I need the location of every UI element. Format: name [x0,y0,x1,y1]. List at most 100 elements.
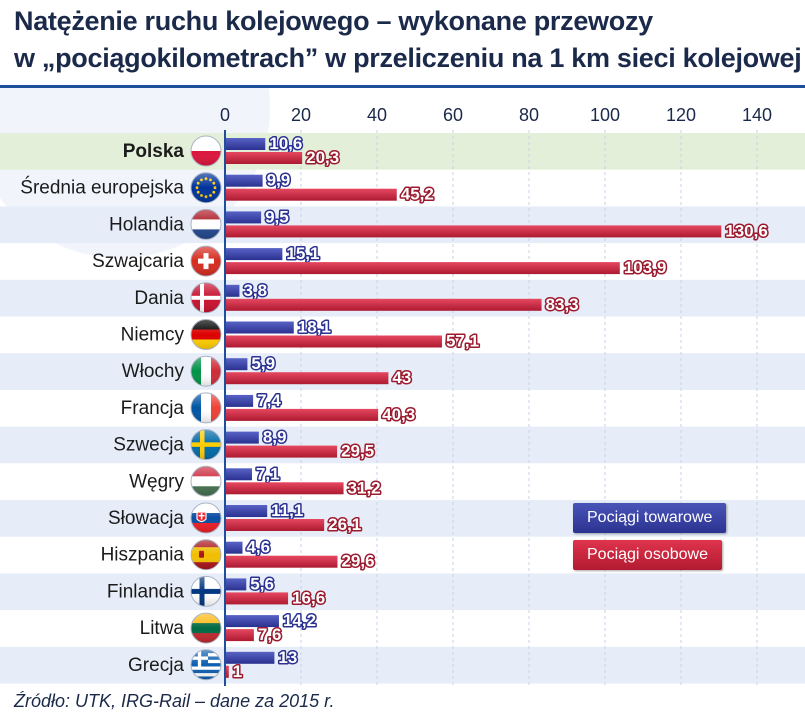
chart-title-line-2: w „pociągokilometrach” w przeliczeniu na… [14,43,802,73]
country-row: Węgry 7,1 31,2 [129,463,382,499]
passenger-bar [225,298,542,311]
passenger-bar [225,188,397,201]
flag-switzerland-icon [190,245,222,277]
country-row: Włochy 5,9 43 [122,353,413,389]
freight-bar [225,358,248,371]
freight-value-label: 9,9 [267,171,291,190]
country-label: Francja [121,398,185,419]
country-label: Szwajcaria [92,251,184,272]
country-label: Średnia europejska [20,177,184,199]
freight-value-label: 14,2 [283,611,316,630]
country-row: Średnia europejska 9,9 45,2 [20,169,435,205]
country-row: Polska 10,620,3 [123,133,341,169]
country-row: Francja 7,4 40,3 [121,389,417,425]
passenger-value-label: 16,6 [292,588,325,607]
freight-bar [225,174,263,187]
row-band [0,279,805,317]
flag-eu-icon [190,172,222,204]
passenger-value-label: 26,1 [328,515,361,534]
passenger-value-label: 45,2 [401,185,434,204]
country-row: Holandia 9,5 130,6 [109,206,769,242]
freight-bar [225,578,247,591]
country-label: Niemcy [121,325,185,346]
freight-bar [225,211,262,224]
row-band [0,133,805,170]
passenger-bar [225,445,338,458]
row-band [0,646,805,684]
passenger-bar [225,592,289,605]
passenger-bar [225,262,620,275]
flag-sweden-icon [190,429,222,461]
freight-value-label: 3,8 [243,281,267,300]
freight-bar [225,505,268,517]
legend-passenger: Pociągi osobowe [573,540,722,570]
country-row: Słowacja 11,1 26,1 [108,500,363,536]
freight-bar [225,394,254,407]
freight-value-label: 15,1 [286,244,319,263]
flag-lithuania-icon [190,612,222,644]
country-row: Dania 3,8 83,3 [134,279,580,315]
freight-value-label: 7,4 [257,391,281,410]
freight-bar [225,321,294,334]
country-row: Litwa 14,27,6 [140,610,318,646]
freight-value-label: 8,9 [263,428,287,447]
x-tick-label: 120 [666,105,696,125]
passenger-value-label: 29,6 [341,552,374,571]
freight-value-label: 4,6 [246,538,270,557]
passenger-bar [225,225,722,238]
x-tick-label: 40 [367,105,387,125]
passenger-value-label: 83,3 [546,295,579,314]
freight-value-label: 18,1 [298,318,331,337]
row-band [0,353,805,390]
flag-italy-icon [190,355,222,387]
x-tick-label: 140 [742,105,772,125]
passenger-bar [225,335,442,348]
country-row: Niemcy 18,1 57,1 [121,316,481,352]
flag-spain-icon [190,539,222,571]
source-note: Źródło: UTK, IRG-Rail – dane za 2015 r. [14,691,335,711]
passenger-bar [225,555,338,568]
passenger-bar [225,482,344,495]
bar-chart: 0 20 40 60 80 100 120 140 Polska 10,620,3 Średnia… [0,88,805,686]
country-row: Hiszpania 4,6 29,6 [101,536,377,572]
passenger-value-label: 7,6 [258,625,282,644]
freight-bar [225,615,279,628]
freight-value-label: 10,6 [269,134,302,153]
x-tick-label: 80 [519,105,539,125]
freight-bar [225,541,243,554]
flag-france-icon [190,392,222,424]
x-tick-label: 20 [291,105,311,125]
passenger-bar [225,372,389,385]
country-label: Słowacja [108,508,184,529]
freight-bar [225,651,275,664]
country-label: Litwa [140,618,185,639]
freight-value-label: 5,9 [251,354,275,373]
freight-value-label: 5,6 [250,574,274,593]
flag-denmark-icon [190,282,222,314]
freight-bar [225,431,259,444]
freight-bar [225,468,252,481]
flag-poland-icon [190,135,222,167]
passenger-value-label: 43 [392,368,411,387]
passenger-value-label: 20,3 [306,148,339,167]
passenger-bar [225,152,303,164]
passenger-value-label: 40,3 [382,405,415,424]
freight-bar [225,248,283,261]
country-row: Szwajcaria 15,1 103,9 [92,243,668,279]
row-band [0,426,805,464]
freight-bar [225,284,240,297]
passenger-bar [225,629,254,642]
country-row: Grecja 13 1 [128,646,299,682]
country-label: Włochy [122,361,185,382]
passenger-bar [225,665,229,678]
x-tick-label: 0 [220,105,230,125]
flag-germany-icon [190,319,222,350]
row-band [0,573,805,611]
flag-finland-icon [190,575,222,607]
passenger-value-label: 103,9 [624,258,667,277]
country-row: Szwecja 8,9 29,5 [113,426,375,462]
country-label: Hiszpania [101,545,185,566]
passenger-value-label: 57,1 [446,332,479,351]
country-label: Węgry [129,471,184,492]
freight-value-label: 13 [278,648,297,667]
